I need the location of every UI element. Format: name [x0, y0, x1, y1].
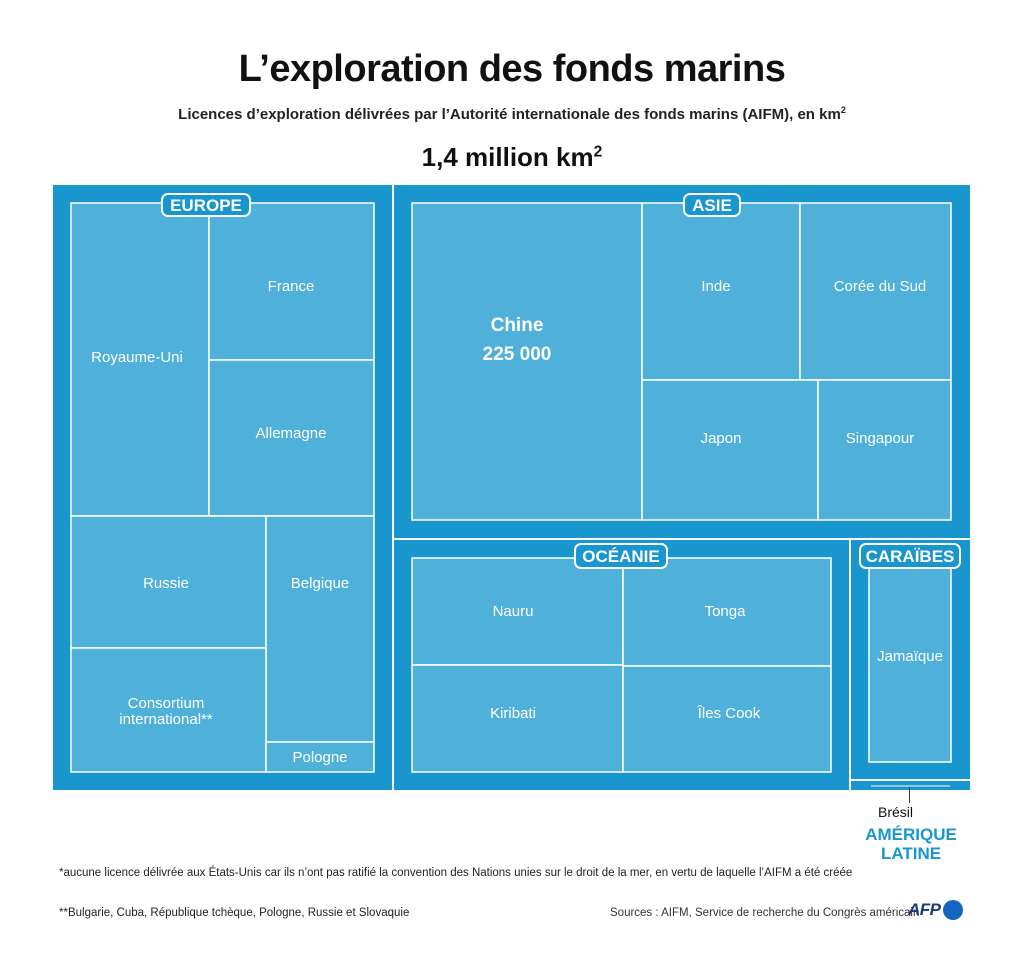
cell-iles-cook: [622, 665, 832, 773]
label-consortium-line1: Consortium: [128, 695, 205, 712]
sources: Sources : AIFM, Service de recherche du …: [610, 907, 920, 919]
tag-oceanie-label: OCÉANIE: [582, 547, 659, 566]
cell-allemagne: [208, 359, 375, 517]
cell-kiribati: [411, 664, 624, 773]
total-value: 1,4 million km2: [421, 142, 603, 172]
cell-belgique: [265, 515, 375, 743]
tag-caraibes: CARAÏBES: [859, 543, 961, 569]
cell-france: [208, 202, 375, 361]
cell-nauru: [411, 557, 624, 666]
cell-inde: [641, 202, 801, 381]
footnote-2: **Bulgarie, Cuba, République tchèque, Po…: [59, 907, 410, 919]
label-royaume-uni: Royaume-Uni: [91, 349, 183, 366]
cell-russie: [70, 515, 267, 649]
label-pologne: Pologne: [292, 749, 347, 766]
europe-cells: [70, 202, 375, 773]
tag-oceanie: OCÉANIE: [574, 543, 668, 569]
afp-logo-text: AFP: [908, 900, 941, 919]
label-japon: Japon: [701, 430, 742, 447]
label-coree-du-sud: Corée du Sud: [834, 278, 927, 295]
cell-tonga: [622, 557, 832, 667]
cell-royaume-uni: [70, 202, 210, 517]
afp-logo-dot-icon: [942, 900, 963, 920]
tag-europe-label: EUROPE: [170, 196, 242, 215]
cell-coree-du-sud: [799, 202, 952, 381]
oceanie-cells: [411, 557, 832, 773]
label-france: France: [268, 278, 315, 295]
label-belgique: Belgique: [291, 575, 349, 592]
tag-europe: EUROPE: [161, 193, 251, 217]
cell-jamaique: [868, 565, 952, 763]
label-kiribati: Kiribati: [490, 705, 536, 722]
chart-subtitle: Licences d’exploration délivrées par l’A…: [178, 105, 846, 123]
label-chine: Chine: [491, 315, 544, 336]
label-bresil: Brésil: [878, 804, 914, 820]
label-allemagne: Allemagne: [256, 425, 327, 442]
label-tonga: Tonga: [705, 603, 747, 620]
label-russie: Russie: [143, 575, 189, 592]
label-iles-cook: Îles Cook: [697, 705, 761, 722]
chart-title: L’exploration des fonds marins: [238, 48, 786, 90]
cell-chine: [411, 202, 643, 521]
bresil-pointer: [909, 787, 910, 803]
tag-caraibes-label: CARAÏBES: [866, 547, 955, 566]
label-nauru: Nauru: [493, 603, 534, 620]
tag-asie: ASIE: [683, 193, 741, 217]
asie-cells: [411, 202, 952, 521]
label-amerique-latine: AMÉRIQUE LATINE: [865, 825, 957, 863]
cell-consortium: [70, 647, 267, 773]
tag-asie-label: ASIE: [692, 196, 732, 215]
cell-singapour: [817, 379, 952, 521]
footnote-1: *aucune licence délivrée aux États-Unis …: [59, 867, 853, 879]
afp-logo: AFP: [908, 900, 963, 920]
cell-japon: [641, 379, 819, 521]
label-jamaique: Jamaïque: [877, 648, 943, 665]
label-chine-value: 225 000: [483, 344, 552, 365]
label-inde: Inde: [701, 278, 730, 295]
label-singapour: Singapour: [846, 430, 914, 447]
label-consortium-line2: international**: [119, 711, 213, 728]
cell-pologne: [265, 741, 375, 773]
